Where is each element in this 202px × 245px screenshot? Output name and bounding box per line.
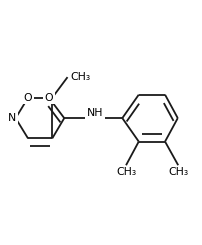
Text: N: N — [8, 113, 16, 123]
Text: O: O — [24, 93, 32, 103]
Text: CH₃: CH₃ — [167, 167, 187, 177]
Text: O: O — [44, 93, 53, 103]
Text: NH: NH — [86, 108, 103, 118]
Text: CH₃: CH₃ — [70, 72, 90, 82]
Text: CH₃: CH₃ — [115, 167, 135, 177]
